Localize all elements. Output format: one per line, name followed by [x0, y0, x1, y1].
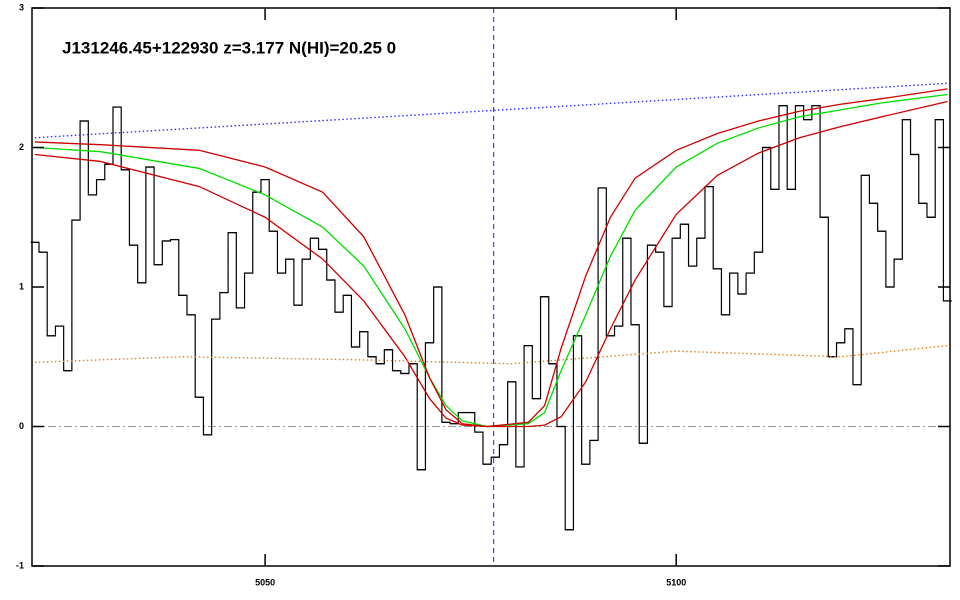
flux-connector	[30, 105, 952, 531]
y-tick-label: 3	[19, 2, 24, 12]
y-tick-label: -1	[16, 560, 24, 570]
y-tick-label: 2	[19, 142, 24, 152]
model-curve	[34, 88, 948, 428]
y-tick-label: 0	[19, 421, 24, 431]
model-curve	[34, 100, 948, 428]
dotted-curve	[34, 344, 948, 365]
chart-title: J131246.45+122930 z=3.177 N(HI)=20.25 0	[62, 38, 396, 57]
y-tick-label: 1	[19, 281, 24, 291]
model-curve	[34, 93, 948, 428]
dotted-curve	[34, 82, 948, 139]
x-tick-label: 5100	[666, 577, 686, 587]
x-tick-label: 5050	[255, 577, 275, 587]
plot-frame	[31, 7, 951, 567]
